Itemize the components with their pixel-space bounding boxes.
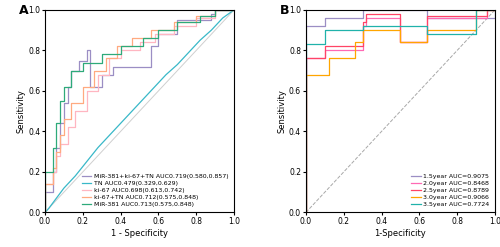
Y-axis label: Sensitivity: Sensitivity <box>277 89 286 133</box>
Legend: 1.5year AUC=0.9075, 2.0year AUC=0.8468, 2.5year AUC=0.8789, 3.0year AUC=0.9066, : 1.5year AUC=0.9075, 2.0year AUC=0.8468, … <box>409 171 492 209</box>
X-axis label: 1 - Specificity: 1 - Specificity <box>111 229 168 238</box>
Legend: MiR-381+ki-67+TN AUC0.719(0.580,0.857), TN AUC0.479(0.329,0.629), ki-67 AUC0.698: MiR-381+ki-67+TN AUC0.719(0.580,0.857), … <box>80 171 231 209</box>
X-axis label: 1-Specificity: 1-Specificity <box>374 229 426 238</box>
Y-axis label: Sensitivity: Sensitivity <box>16 89 25 133</box>
Text: B: B <box>280 4 289 17</box>
Text: A: A <box>18 4 28 17</box>
